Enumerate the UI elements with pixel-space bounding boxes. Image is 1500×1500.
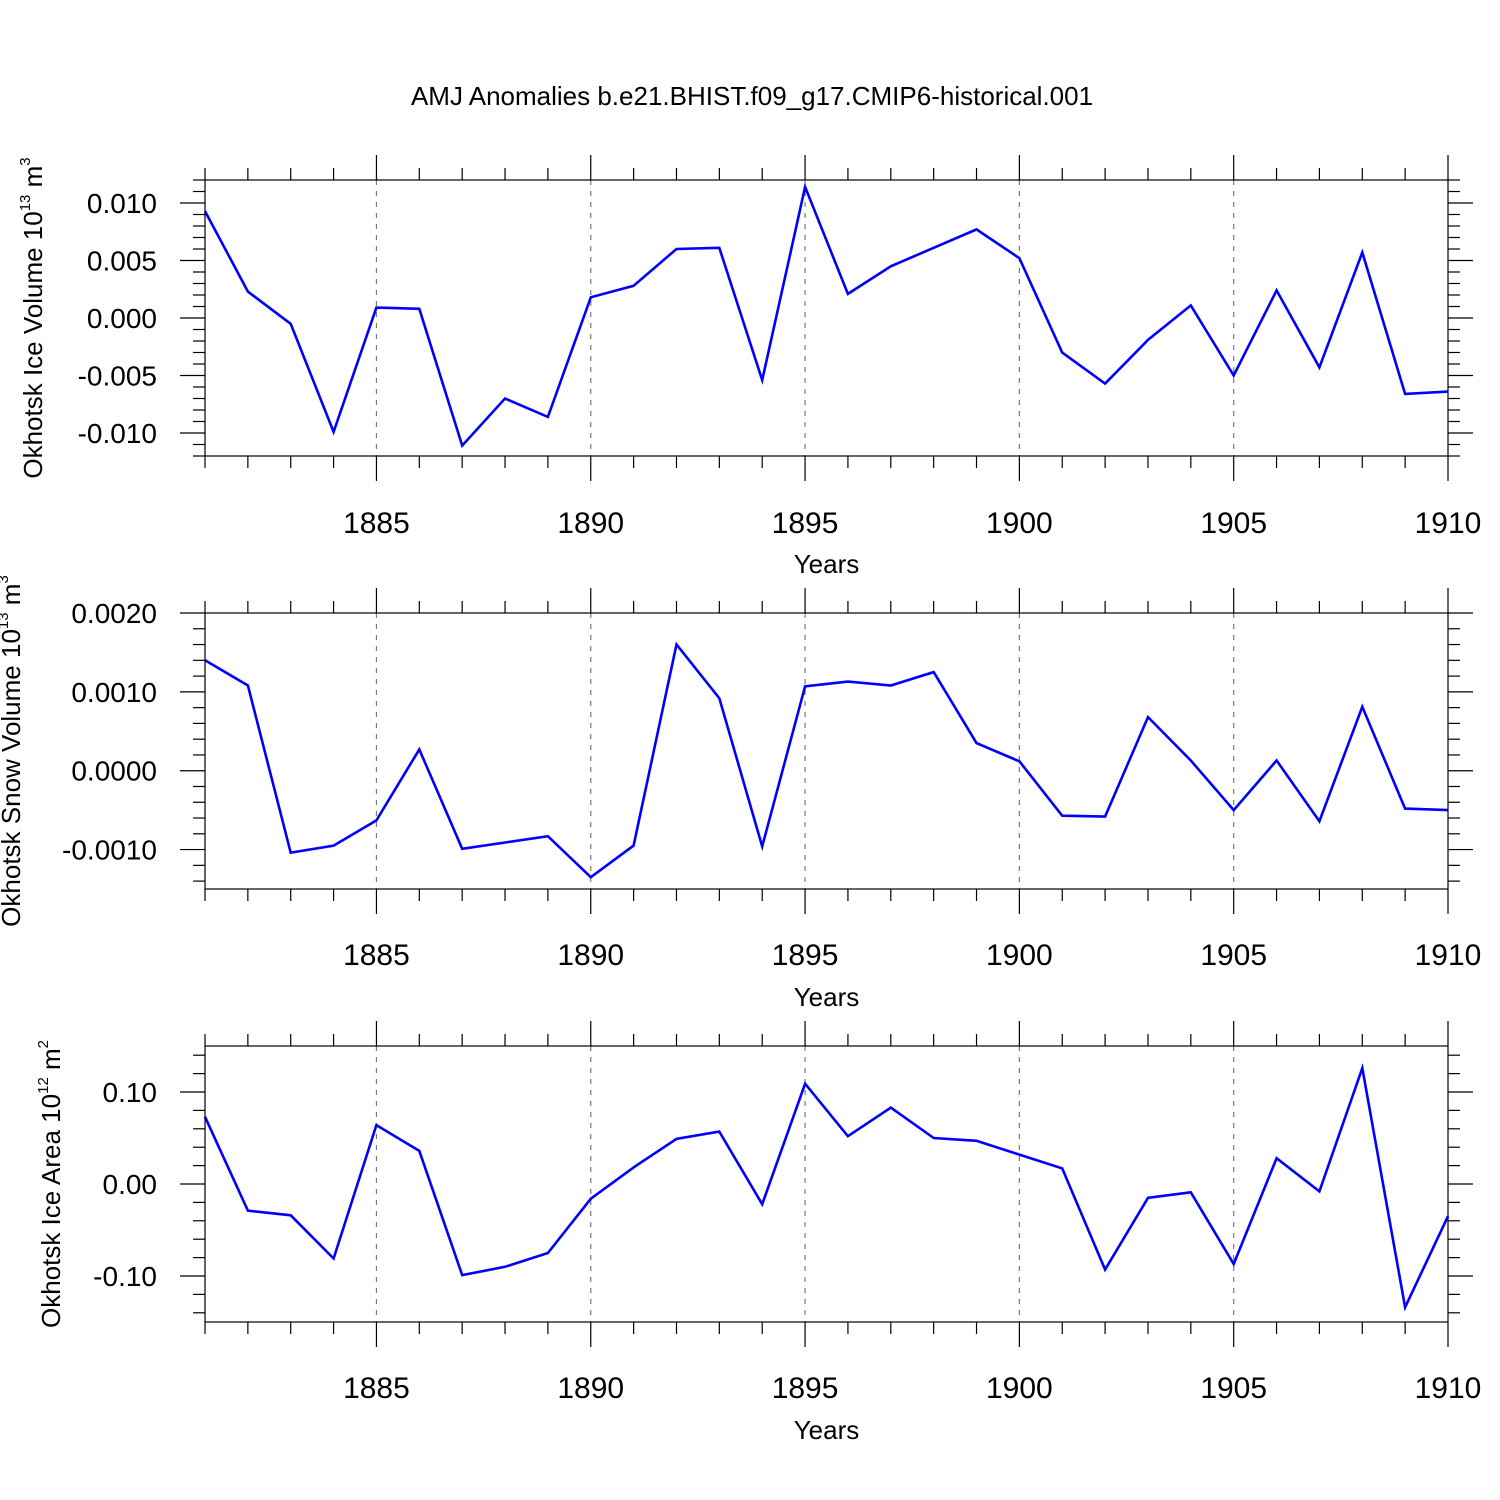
panel-1-ytick-label: -0.010 <box>78 418 157 449</box>
panel-1-series-line <box>203 182 1449 449</box>
panel-2-ytick-label: -0.0010 <box>62 835 157 866</box>
panel-2-xtick-label: 1885 <box>343 939 410 972</box>
panel-1-xtick-label: 1895 <box>772 507 839 540</box>
panel-3-ytick-label: -0.10 <box>93 1261 157 1292</box>
panel-2-ytick-label: 0.0020 <box>71 598 157 629</box>
panel-2: -0.0010 0.0000 0.0010 0.0020 1885 1890 1895 190… <box>0 575 1481 1012</box>
panel-2-series-line <box>204 641 1449 879</box>
panel-1-x-axis-label: Years <box>794 549 860 579</box>
panel-3-ytick-label: 0.10 <box>103 1077 158 1108</box>
panel-1-xtick-label: 1885 <box>343 507 410 540</box>
panel-1-xtick-label: 1910 <box>1415 507 1482 540</box>
panel-2-y-axis-label: Okhotsk Snow Volume 1013 m3 <box>0 575 26 927</box>
panel-3-plot-frame <box>204 1045 1449 1323</box>
panel-1-ytick-label: -0.005 <box>78 361 157 392</box>
panel-1-xtick-label: 1900 <box>986 507 1053 540</box>
panel-1-xtick-label: 1905 <box>1200 507 1267 540</box>
panel-3-xtick-label: 1895 <box>772 1372 839 1405</box>
panel-1-y-axis-label: Okhotsk Ice Volume 1013 m3 <box>17 157 48 478</box>
panel-1-plot-frame <box>204 179 1449 457</box>
panel-1-ytick-label: 0.000 <box>87 303 157 334</box>
panel-2-xtick-label: 1910 <box>1415 939 1482 972</box>
panel-2-xtick-label: 1895 <box>772 939 839 972</box>
panel-3-y-axis-label: Okhotsk Ice Area 1012 m2 <box>35 1040 66 1328</box>
panel-3-xtick-label: 1890 <box>557 1372 624 1405</box>
panel-2-ytick-label: 0.0000 <box>71 756 157 787</box>
chart-title: AMJ Anomalies b.e21.BHIST.f09_g17.CMIP6-… <box>411 81 1093 111</box>
panel-2-plot-frame <box>204 612 1449 890</box>
panel-3-ytick-label: 0.00 <box>103 1169 158 1200</box>
panel-2-ytick-label: 0.0010 <box>71 677 157 708</box>
panel-2-xtick-label: 1905 <box>1200 939 1267 972</box>
panel-3-xtick-label: 1905 <box>1200 1372 1267 1405</box>
panel-3: -0.10 0.00 0.10 1885 1890 1895 1900 1905 1910 Yea… <box>35 1021 1481 1445</box>
panel-2-xtick-label: 1890 <box>557 939 624 972</box>
panel-1-ytick-label: 0.005 <box>87 246 157 277</box>
panel-2-x-axis-label: Years <box>794 982 860 1012</box>
panel-1: -0.010 -0.005 0.000 0.005 0.010 1885 1890 1895 1… <box>17 155 1481 579</box>
panel-3-series-line <box>203 1062 1450 1312</box>
panel-1-xtick-label: 1890 <box>557 507 624 540</box>
panel-3-xtick-label: 1885 <box>343 1372 410 1405</box>
panel-3-xtick-label: 1900 <box>986 1372 1053 1405</box>
panel-3-x-axis-label: Years <box>794 1415 860 1445</box>
panel-1-ytick-label: 0.010 <box>87 188 157 219</box>
panel-2-xtick-label: 1900 <box>986 939 1053 972</box>
panel-3-xtick-label: 1910 <box>1415 1372 1482 1405</box>
